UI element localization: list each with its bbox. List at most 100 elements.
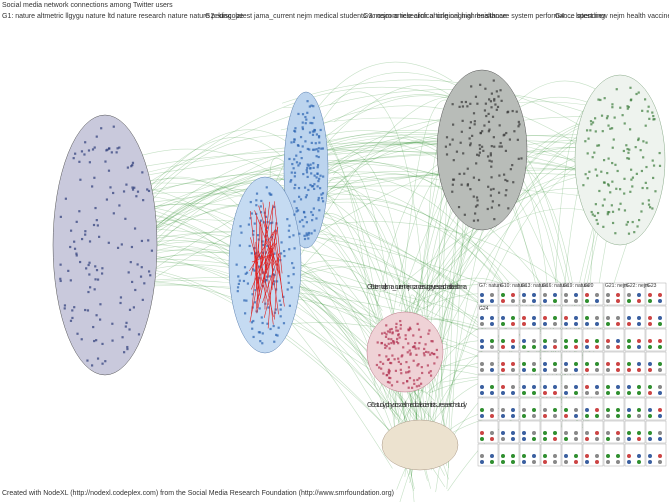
- node: [87, 290, 90, 294]
- node: [273, 205, 276, 209]
- node: [293, 247, 296, 250]
- node: [564, 322, 568, 326]
- node: [305, 171, 309, 174]
- node: [478, 147, 482, 150]
- node: [274, 308, 277, 311]
- node: [513, 130, 516, 133]
- node: [99, 303, 102, 306]
- node: [606, 362, 610, 366]
- edge: [384, 208, 600, 337]
- node: [634, 146, 637, 149]
- node: [265, 186, 268, 189]
- node: [85, 267, 88, 270]
- node: [595, 437, 599, 441]
- node: [585, 339, 589, 343]
- node: [627, 414, 631, 418]
- node: [93, 146, 96, 149]
- node: [585, 391, 589, 395]
- node: [606, 345, 610, 349]
- node: [637, 362, 641, 366]
- node: [275, 280, 279, 283]
- node: [640, 169, 644, 173]
- node: [627, 362, 631, 366]
- node: [309, 163, 312, 166]
- node: [384, 335, 388, 339]
- node: [266, 226, 269, 229]
- node: [616, 408, 620, 412]
- cluster-g5: [366, 311, 444, 393]
- node: [637, 316, 641, 320]
- node: [245, 271, 249, 274]
- node: [543, 391, 547, 395]
- node: [458, 172, 461, 176]
- node: [490, 414, 494, 418]
- node: [617, 208, 621, 211]
- node: [588, 170, 591, 173]
- node: [595, 299, 599, 303]
- node: [522, 437, 526, 441]
- node: [606, 437, 610, 441]
- node: [140, 239, 144, 243]
- node: [585, 299, 589, 303]
- node: [522, 293, 526, 297]
- node: [99, 318, 102, 321]
- node: [628, 128, 632, 131]
- node: [246, 282, 250, 285]
- node: [150, 249, 154, 252]
- node: [480, 299, 484, 303]
- node: [59, 277, 62, 280]
- node: [596, 174, 599, 177]
- node: [251, 293, 254, 296]
- node: [595, 218, 598, 222]
- node: [295, 210, 298, 213]
- node: [59, 279, 62, 283]
- node: [309, 167, 312, 170]
- node: [603, 198, 606, 201]
- node: [616, 460, 620, 464]
- node: [594, 130, 597, 133]
- node: [637, 437, 641, 441]
- node: [286, 288, 289, 291]
- node: [532, 322, 536, 326]
- node: [595, 408, 599, 412]
- node: [623, 209, 627, 212]
- node: [658, 460, 662, 464]
- node: [473, 123, 476, 126]
- node: [255, 310, 258, 313]
- node: [506, 111, 509, 114]
- node: [252, 319, 255, 323]
- node: [312, 105, 315, 108]
- node: [414, 347, 417, 350]
- node: [511, 345, 515, 349]
- node: [302, 172, 305, 176]
- node: [627, 105, 630, 109]
- node: [305, 221, 308, 224]
- node: [295, 154, 298, 157]
- node: [128, 308, 132, 311]
- node: [490, 385, 494, 389]
- node: [254, 289, 257, 292]
- node: [64, 197, 67, 200]
- node: [511, 322, 515, 326]
- node: [647, 199, 650, 202]
- node: [131, 186, 134, 189]
- node: [297, 164, 300, 167]
- node: [543, 339, 547, 343]
- node: [73, 240, 76, 243]
- node: [71, 309, 74, 312]
- node: [564, 293, 568, 297]
- node: [480, 339, 484, 343]
- node: [648, 454, 652, 458]
- node: [501, 299, 505, 303]
- node: [390, 338, 393, 341]
- node: [585, 385, 589, 389]
- node: [72, 157, 75, 160]
- node: [595, 362, 599, 366]
- node: [386, 330, 390, 333]
- node: [522, 408, 526, 412]
- node: [292, 234, 295, 237]
- node: [409, 327, 412, 331]
- node: [627, 293, 631, 297]
- node: [87, 149, 91, 152]
- node: [111, 322, 114, 325]
